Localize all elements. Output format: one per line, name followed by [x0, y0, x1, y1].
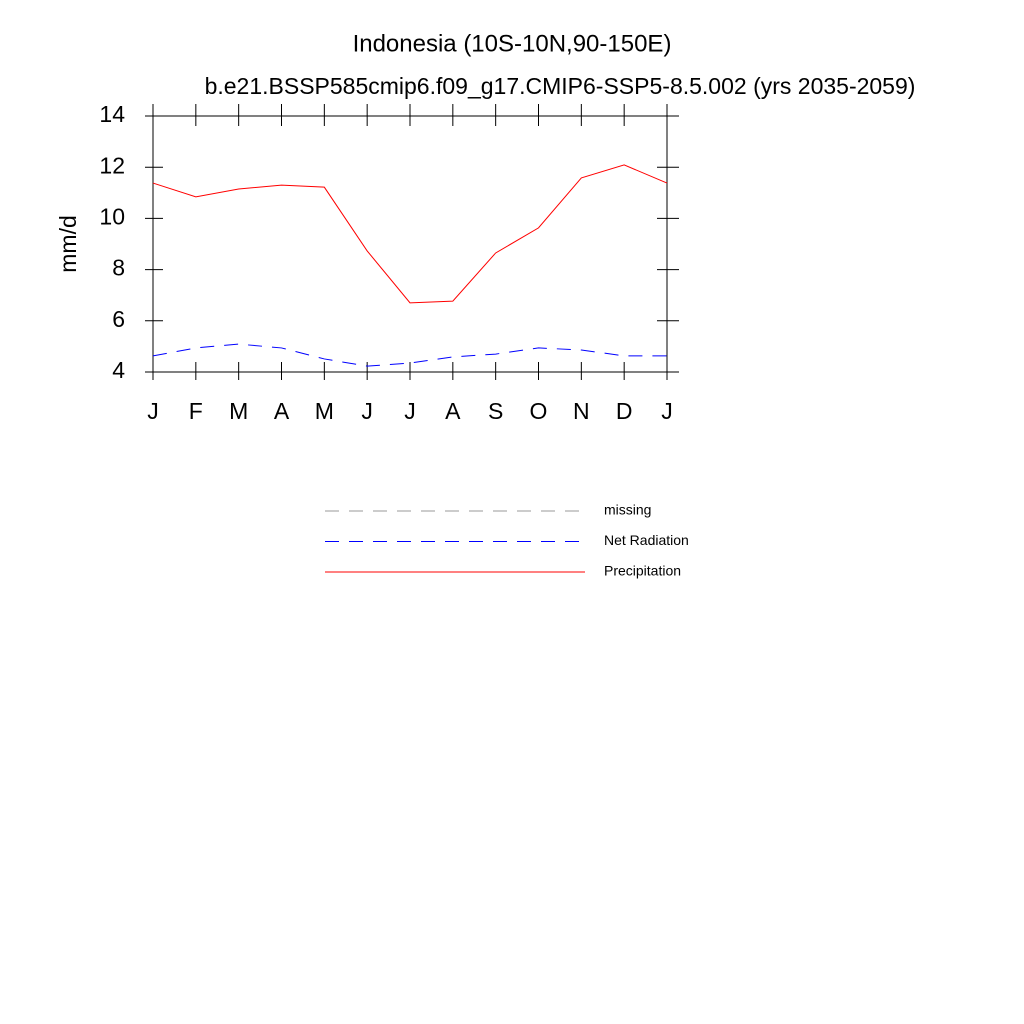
x-tick-label: J [147, 398, 159, 424]
series-line [152, 343, 667, 367]
y-tick-label: 10 [99, 203, 125, 229]
y-tick-label: 8 [112, 255, 125, 281]
x-tick-label: O [530, 398, 548, 424]
y-tick-label: 12 [99, 152, 125, 178]
x-tick-label: J [361, 398, 373, 424]
legend-label: Precipitation [604, 563, 681, 579]
x-tick-label: M [229, 398, 248, 424]
x-tick-label: D [616, 398, 633, 424]
y-tick-label: 4 [112, 357, 125, 383]
x-tick-label: J [661, 398, 673, 424]
plot-frame [152, 115, 668, 373]
x-tick-label: A [445, 398, 461, 424]
y-tick-label: 6 [112, 306, 125, 332]
x-tick-label: N [573, 398, 590, 424]
x-tick-label: S [488, 398, 503, 424]
x-tick-label: J [404, 398, 416, 424]
chart-title: Indonesia (10S-10N,90-150E) [353, 30, 672, 57]
chart-subtitle: b.e21.BSSP585cmip6.f09_g17.CMIP6-SSP5-8.… [205, 73, 916, 99]
x-tick-label: F [189, 398, 203, 424]
legend-label: Net Radiation [604, 532, 689, 548]
legend-label: missing [604, 502, 651, 518]
series-line [152, 164, 668, 304]
x-tick-label: M [315, 398, 334, 424]
y-tick-label: 14 [99, 101, 125, 127]
y-axis-label: mm/d [55, 215, 81, 273]
x-tick-label: A [274, 398, 290, 424]
